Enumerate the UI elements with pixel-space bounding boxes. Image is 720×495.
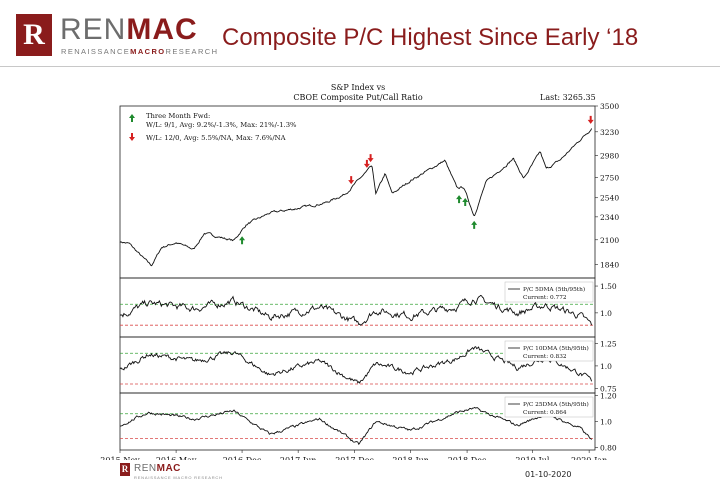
- x-tick-label: 2018-Jun: [392, 456, 429, 460]
- footer-brand: RENMAC: [134, 463, 181, 474]
- y-tick-label: 1.0: [600, 362, 612, 371]
- sell-arrow-icon: [348, 176, 355, 185]
- y-tick-label: 2540: [600, 194, 619, 203]
- x-tick-label: 2018-Dec: [448, 456, 487, 460]
- brand-accent: MAC: [126, 13, 198, 46]
- x-tick-label: 2016-May: [156, 456, 197, 460]
- last-value-label: Last: 3265.35: [540, 93, 596, 102]
- x-tick-label: 2016-Dec: [223, 456, 262, 460]
- brand-tagline: RENAISSANCEMACRORESEARCH: [61, 47, 218, 56]
- y-tick-label: 0.80: [600, 443, 617, 452]
- legend-heading: Three Month Fwd:: [146, 112, 210, 120]
- buy-arrow-icon: [239, 236, 246, 245]
- y-tick-label: 2340: [600, 213, 619, 222]
- tagline-a: RENAISSANCE: [61, 47, 131, 56]
- buy-arrow-icon: [471, 220, 478, 229]
- series-line: [119, 406, 592, 446]
- y-tick-label: 1.0: [600, 418, 612, 427]
- buy-arrow-icon: [456, 195, 463, 204]
- sell-arrow-icon: [363, 159, 370, 168]
- panel-legend-box: [504, 340, 594, 362]
- y-tick-label: 0.75: [600, 384, 617, 393]
- sell-arrow-icon: [367, 154, 374, 163]
- y-tick-label: 2100: [600, 236, 619, 245]
- footer-date: 01-10-2020: [525, 470, 572, 479]
- tagline-c: RESEARCH: [165, 47, 219, 56]
- panel-legend-name: P/C 10DMA (5th/95th): [523, 345, 589, 352]
- y-tick-label: 1.0: [600, 309, 612, 318]
- series-line: [119, 294, 593, 326]
- y-tick-label: 2750: [600, 174, 619, 183]
- legend-green-arrow-icon: [129, 114, 135, 122]
- y-tick-label: 1.25: [600, 339, 617, 348]
- y-tick-label: 1.20: [600, 392, 617, 401]
- x-tick-label: 2017-Dec: [335, 456, 374, 460]
- footer-brand-main: REN: [134, 463, 157, 474]
- tagline-b: MACRO: [130, 47, 166, 56]
- chart-title-line1: S&P Index vs: [331, 83, 385, 92]
- brand-main: REN: [60, 13, 127, 46]
- footer-brand-accent: MAC: [156, 463, 181, 474]
- slide-header: R RENMAC RENAISSANCEMACRORESEARCH Compos…: [0, 0, 720, 67]
- footer-logo-icon: R: [120, 463, 130, 476]
- panel-legend-name: P/C 5DMA (5th/95th): [523, 286, 585, 293]
- renmac-logo-icon: R: [16, 14, 52, 56]
- panel-current-value: Current: 0.832: [523, 354, 567, 360]
- y-tick-label: 3500: [600, 102, 619, 111]
- y-tick-label: 1840: [600, 261, 619, 270]
- panel-frame: [119, 105, 596, 279]
- panel-current-value: Current: 0.864: [523, 410, 567, 416]
- buy-arrow-icon: [462, 198, 469, 206]
- x-tick-label: 2019-Jul: [515, 456, 549, 460]
- legend-green-text: W/L: 9/1, Avg: 9.2%/-1.3%, Max: 21%/-1.3…: [146, 121, 297, 129]
- y-tick-label: 3230: [600, 128, 619, 137]
- legend-red-arrow-icon: [129, 133, 135, 141]
- legend-red-text: W/L: 12/0, Avg: 5.5%/NA, Max: 7.6%/NA: [146, 134, 286, 142]
- y-tick-label: 1.50: [600, 282, 617, 291]
- series-line: [119, 346, 593, 384]
- x-tick-label: 2020-Jan: [571, 456, 607, 460]
- sell-arrow-icon: [587, 115, 594, 124]
- footer-tagline: RENAISSANCE MACRO RESEARCH: [134, 475, 223, 480]
- series-line: [119, 128, 593, 267]
- panel-legend-box: [504, 281, 594, 303]
- y-tick-label: 2980: [600, 152, 619, 161]
- x-tick-label: 2015-Nov: [100, 456, 140, 460]
- panel-legend-name: P/C 25DMA (5th/95th): [523, 401, 589, 408]
- brand-name: RENMAC: [60, 13, 198, 47]
- panel-legend-box: [504, 396, 594, 418]
- panel-current-value: Current: 0.772: [523, 295, 567, 301]
- x-tick-label: 2017-Jun: [280, 456, 317, 460]
- chart-title-line2: CBOE Composite Put/Call Ratio: [293, 93, 422, 102]
- slide-title: Composite P/C Highest Since Early ‘18: [222, 24, 639, 51]
